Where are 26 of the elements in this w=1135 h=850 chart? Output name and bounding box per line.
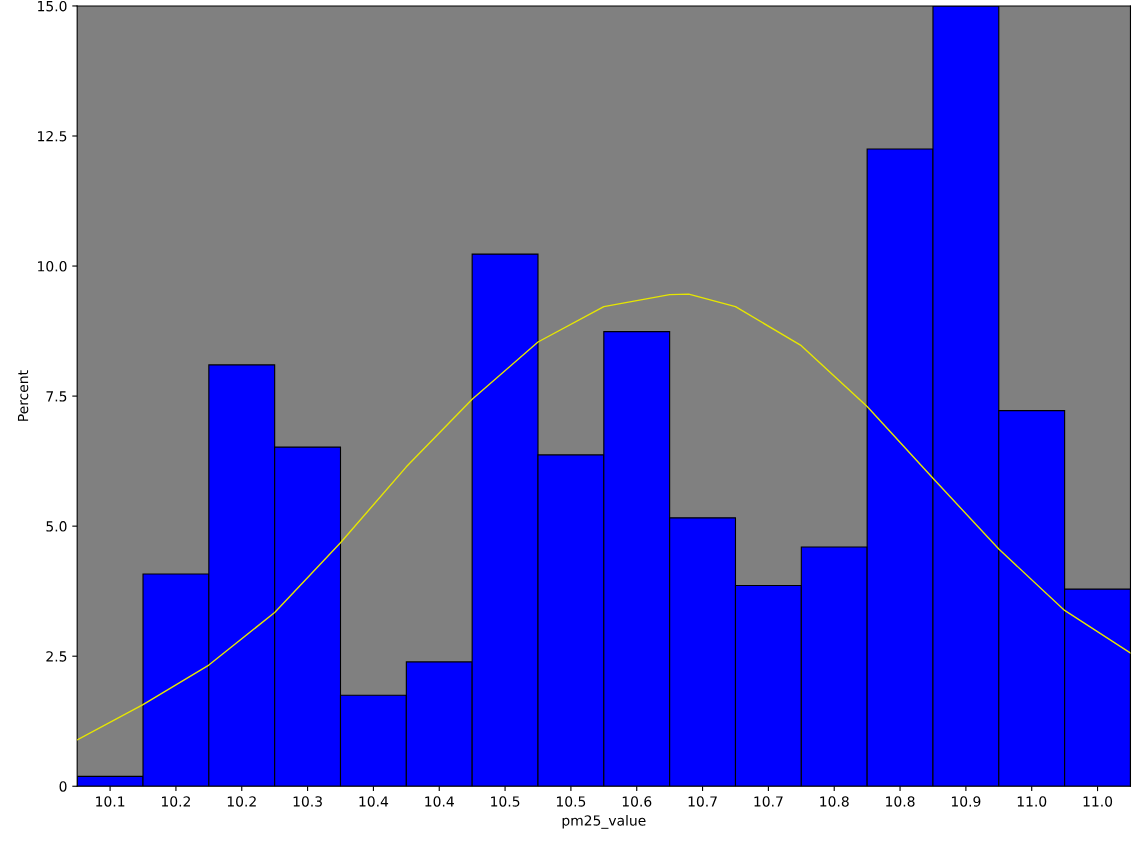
x-tick-label: 10.2 (227, 796, 256, 807)
y-tick-label: 0 (59, 781, 67, 792)
x-tick-label: 10.6 (622, 796, 652, 807)
x-tick-label: 10.8 (820, 796, 849, 807)
x-tick-label: 10.5 (556, 796, 586, 807)
y-tick-label: 2.5 (46, 651, 67, 662)
y-tick-label: 12.5 (38, 130, 67, 142)
x-tick-label: 10.5 (491, 796, 520, 807)
x-tick-label: 11.0 (1017, 796, 1047, 807)
x-tick-label: 10.8 (886, 796, 915, 807)
x-tick-label: 10.7 (688, 796, 717, 807)
x-tick-label: 10.1 (96, 796, 125, 807)
x-axis-title: pm25_value (562, 814, 646, 829)
x-tick-label: 10.3 (293, 796, 322, 807)
x-tick-label: 10.7 (754, 796, 783, 807)
x-tick-label: 10.4 (359, 796, 389, 807)
x-tick-label: 10.9 (951, 796, 981, 807)
y-tick-label: 7.5 (46, 391, 67, 402)
line-series (77, 293, 1131, 741)
x-tick-label: 10.4 (425, 796, 454, 807)
y-axis-title: Percent (17, 370, 29, 421)
y-tick-label: 15.0 (38, 0, 67, 12)
y-tick-label: 10.0 (38, 261, 67, 272)
x-tick-label: 10.2 (161, 796, 190, 807)
y-tick-label: 5.0 (46, 521, 67, 532)
x-tick-label: 11.0 (1083, 796, 1113, 807)
